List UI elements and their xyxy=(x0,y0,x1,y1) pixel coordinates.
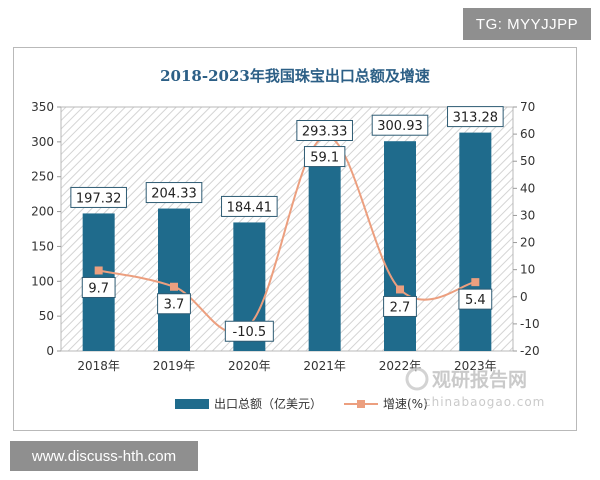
right-axis-tick-label: 30 xyxy=(520,208,535,222)
growth-rate-marker xyxy=(471,278,480,287)
growth-rate-marker xyxy=(170,282,178,291)
legend-bar-swatch xyxy=(175,399,209,409)
left-axis-tick-label: 200 xyxy=(31,205,54,219)
plot-area xyxy=(60,106,514,352)
category-label: 2020年 xyxy=(228,359,271,373)
left-axis-tick-label: 350 xyxy=(31,100,54,114)
bar-value-label-box xyxy=(296,120,353,142)
legend-line-marker xyxy=(357,400,365,408)
growth-value-label: 59.1 xyxy=(310,151,339,166)
watermark-logo-icon xyxy=(405,367,429,391)
growth-value-label: 3.7 xyxy=(164,298,185,313)
telegram-badge: TG: MYYJJPP xyxy=(463,8,591,40)
category-label: 2019年 xyxy=(153,359,196,373)
left-axis-tick-label: 100 xyxy=(31,274,54,288)
right-axis-tick-label: 40 xyxy=(520,181,535,195)
chart-title: 2018-2023年我国珠宝出口总额及增速 xyxy=(160,67,430,85)
right-axis-tick-label: 0 xyxy=(520,290,528,304)
category-label: 2021年 xyxy=(303,359,346,373)
export-total-bar xyxy=(308,146,341,351)
export-total-bar xyxy=(158,208,190,351)
export-total-bar xyxy=(384,141,416,351)
growth-value-label-box xyxy=(81,276,116,298)
chart-container: 2018-2023年我国珠宝出口总额及增速 0 50 100 150 200 250 300… xyxy=(13,47,577,431)
right-axis-tick-label: 10 xyxy=(520,263,535,277)
watermark-brand-cn: 观研报告网 xyxy=(432,368,527,391)
category-label: 2023年 xyxy=(454,359,497,373)
bar-value-label: 313.28 xyxy=(453,111,499,126)
growth-value-label-box xyxy=(303,146,346,168)
chart-legend: 出口总额（亿美元） 增速(%) xyxy=(175,396,428,411)
category-label: 2022年 xyxy=(379,359,422,373)
growth-value-label-box xyxy=(157,293,191,315)
bar-value-label: 184.41 xyxy=(227,200,273,215)
growth-value-label: 9.7 xyxy=(88,281,109,296)
right-axis-tick-label: 60 xyxy=(520,127,535,141)
growth-value-label: 5.4 xyxy=(465,293,486,308)
right-axis-tick-label: 70 xyxy=(520,100,535,114)
growth-value-label-box xyxy=(383,295,417,317)
bar-value-label-box xyxy=(447,106,504,128)
bar-value-label-box xyxy=(145,182,203,204)
bar-value-label: 197.32 xyxy=(76,191,122,206)
right-axis-tick-label: 50 xyxy=(520,154,535,168)
right-axis-tick-label: -10 xyxy=(520,317,540,331)
left-axis-tick-label: 0 xyxy=(46,344,54,358)
site-url-badge: www.discuss-hth.com xyxy=(10,441,198,471)
growth-value-label-box xyxy=(224,320,274,342)
legend-bar-label: 出口总额（亿美元） xyxy=(214,396,322,411)
left-axis-tick-label: 250 xyxy=(31,170,54,184)
left-axis-tick-label: 150 xyxy=(31,239,54,253)
left-axis-tick-label: 300 xyxy=(31,135,54,149)
right-axis-tick-label: -20 xyxy=(520,344,540,358)
left-axis-tick-label: 50 xyxy=(39,309,54,323)
growth-rate-marker xyxy=(396,285,404,294)
growth-value-label: -10.5 xyxy=(233,325,267,340)
right-axis-tick-label: 20 xyxy=(520,236,535,250)
category-label: 2018年 xyxy=(77,359,120,373)
bar-value-label-box xyxy=(221,195,278,217)
watermark-brand-url: chinabaogao.com xyxy=(424,395,545,409)
growth-value-label-box xyxy=(458,288,493,310)
growth-rate-marker xyxy=(94,266,103,275)
bar-value-label: 204.33 xyxy=(151,187,197,202)
bar-value-label-box xyxy=(70,186,127,208)
chart-canvas: 2018-2023年我国珠宝出口总额及增速 050100150200250300… xyxy=(31,67,545,411)
growth-value-label: 2.7 xyxy=(390,300,411,315)
legend-line-label: 增速(%) xyxy=(383,397,428,411)
bar-value-label: 300.93 xyxy=(377,119,423,134)
chinabaogao-watermark: 观研报告网 chinabaogao.com xyxy=(405,367,545,409)
export-total-bar xyxy=(459,132,492,351)
data-labels-layer: 197.32 204.33 184.41 293.33 300.93 313.28 9.7 3… xyxy=(70,106,504,342)
bar-value-label: 293.33 xyxy=(302,125,348,140)
bar-value-label-box xyxy=(371,114,429,136)
